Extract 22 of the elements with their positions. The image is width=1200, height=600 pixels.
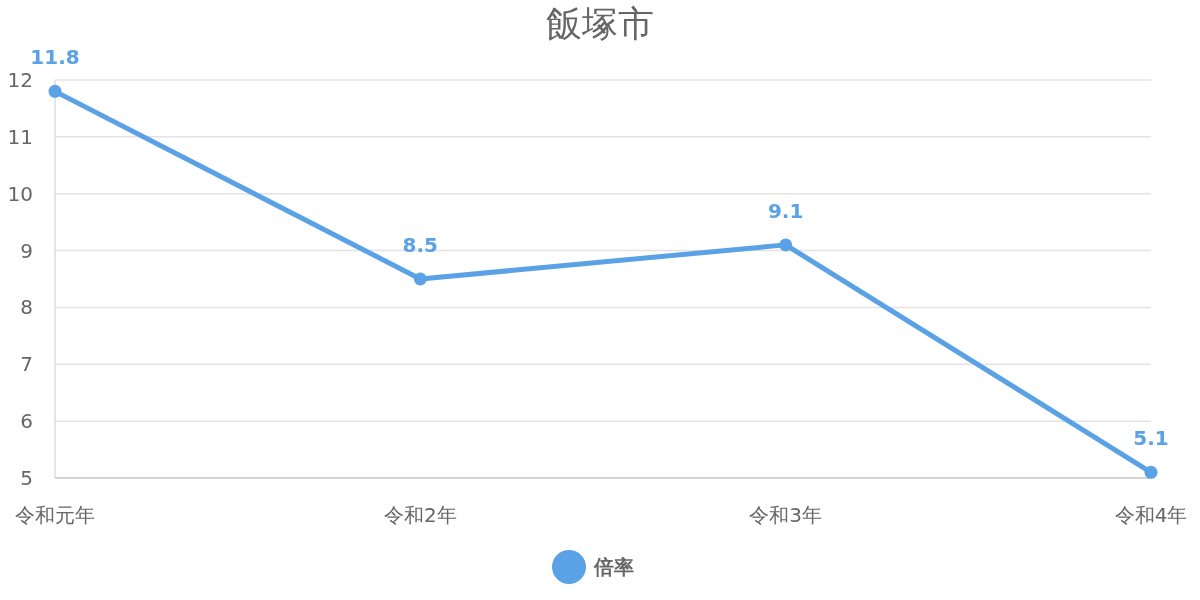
y-tick-label: 11 xyxy=(7,124,33,149)
data-label: 8.5 xyxy=(402,233,439,257)
chart-title: 飯塚市 xyxy=(546,3,654,44)
point xyxy=(48,84,62,98)
data-label: 11.8 xyxy=(30,45,80,70)
point xyxy=(779,238,793,252)
y-tick-label: 7 xyxy=(20,352,33,377)
y-tick-label: 5 xyxy=(20,466,33,490)
y-tick-label: 8 xyxy=(20,295,33,320)
x-tick-label: 令和3年 xyxy=(749,503,823,527)
x-tick-label: 令和元年 xyxy=(15,503,95,527)
y-tick-label: 12 xyxy=(7,68,33,92)
y-tick-label: 10 xyxy=(7,181,33,206)
point xyxy=(413,272,427,286)
x-tick-label: 令和2年 xyxy=(383,503,457,527)
y-tick-label: 9 xyxy=(20,238,33,263)
x-tick-label: 令和4年 xyxy=(1114,503,1188,527)
data-label: 9.1 xyxy=(767,198,804,223)
data-label: 5.1 xyxy=(1133,426,1169,451)
legend-label: 倍率 xyxy=(593,555,634,579)
point xyxy=(1144,465,1158,479)
y-tick-label: 6 xyxy=(20,409,33,434)
